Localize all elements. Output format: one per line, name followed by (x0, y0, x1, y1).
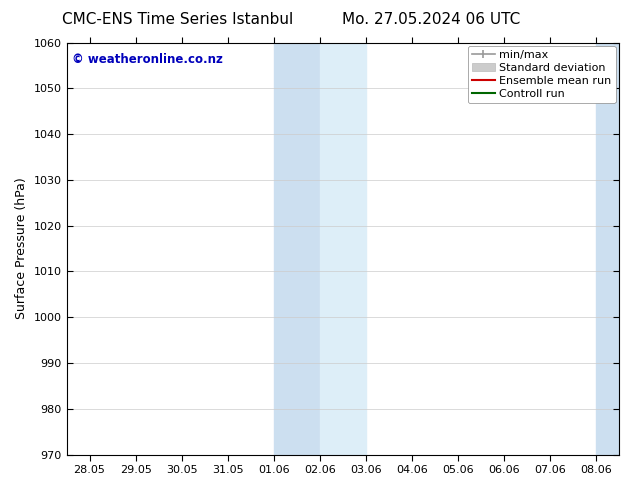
Text: CMC-ENS Time Series Istanbul: CMC-ENS Time Series Istanbul (62, 12, 293, 27)
Legend: min/max, Standard deviation, Ensemble mean run, Controll run: min/max, Standard deviation, Ensemble me… (468, 46, 616, 103)
Bar (596, 43, 619, 455)
Y-axis label: Surface Pressure (hPa): Surface Pressure (hPa) (15, 178, 28, 319)
Text: Mo. 27.05.2024 06 UTC: Mo. 27.05.2024 06 UTC (342, 12, 521, 27)
Bar (274, 43, 320, 455)
Text: © weatheronline.co.nz: © weatheronline.co.nz (72, 53, 223, 66)
Bar (320, 43, 366, 455)
